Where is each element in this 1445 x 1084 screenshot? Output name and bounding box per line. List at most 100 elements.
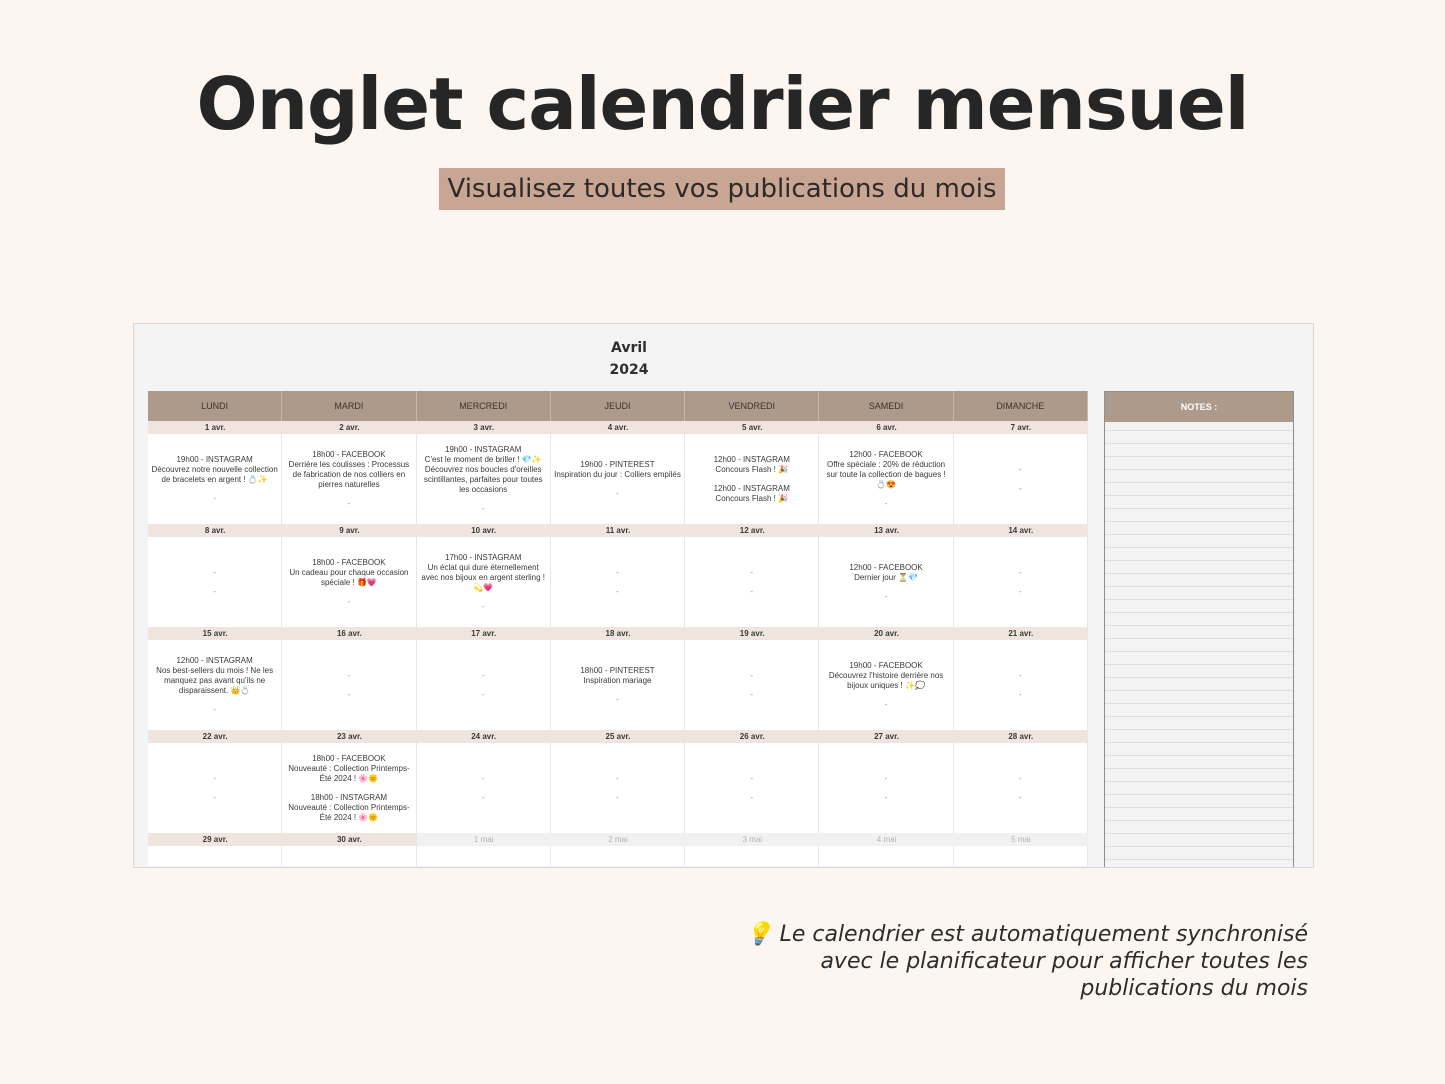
day-cell[interactable]: 19h00 - FACEBOOK Découvrez l'histoire der… bbox=[819, 640, 954, 730]
day-cell[interactable]: 19h00 - PINTEREST Inspiration du jour : C… bbox=[551, 434, 686, 524]
empty-slot: - bbox=[884, 699, 888, 709]
post-time-platform: 18h00 - INSTAGRAM bbox=[310, 792, 388, 802]
post-entry[interactable]: 19h00 - INSTAGRAM Découvrez notre nouvell… bbox=[150, 455, 279, 485]
day-date: 17 avr. bbox=[471, 629, 497, 638]
day-date: 21 avr. bbox=[1008, 629, 1034, 638]
day-cell[interactable]: 19h00 - INSTAGRAM Découvrez notre nouvell… bbox=[148, 434, 283, 524]
weekday-vendredi: VENDREDI bbox=[685, 391, 820, 421]
post-entry[interactable]: 18h00 - INSTAGRAM Nouveauté : Collection … bbox=[284, 793, 413, 823]
calendar-sheet: Avril 2024 LUNDI MARDI MERCREDI JEUDI VENDRE… bbox=[133, 323, 1314, 868]
empty-slot: - bbox=[347, 498, 351, 508]
day-date: 11 avr. bbox=[605, 526, 631, 535]
post-time-platform: 19h00 - FACEBOOK bbox=[849, 660, 923, 670]
week-row: 29 avr. 30 avr. 1 mai 2 mai 3 mai 4 mai 5 mai bbox=[148, 833, 1088, 866]
day-date: 14 avr. bbox=[1008, 526, 1034, 535]
weekday-lundi: LUNDI bbox=[148, 391, 283, 421]
empty-slot: - bbox=[884, 591, 888, 601]
day-cell[interactable] bbox=[417, 846, 551, 866]
tip-text: 💡 Le calendrier est automatiquement sync… bbox=[688, 921, 1308, 1002]
empty-slot: - bbox=[1018, 773, 1022, 783]
post-entry[interactable]: 12h00 - INSTAGRAM Concours Flash ! 🎉 bbox=[714, 455, 790, 475]
day-cell[interactable]: 18h00 - FACEBOOK Nouveauté : Collection P… bbox=[282, 743, 417, 833]
post-entry[interactable]: 18h00 - FACEBOOK Derrière les coulisses :… bbox=[284, 450, 413, 490]
day-cell[interactable]: 12h00 - FACEBOOK Offre spéciale : 20% de … bbox=[819, 434, 954, 524]
post-entry[interactable]: 12h00 - INSTAGRAM Nos best-sellers du moi… bbox=[150, 656, 279, 696]
notes-panel[interactable]: NOTES : bbox=[1104, 391, 1294, 867]
day-cell[interactable]: -- bbox=[685, 640, 820, 730]
day-cell[interactable]: 17h00 - INSTAGRAM Un éclat qui dure étern… bbox=[417, 537, 551, 627]
empty-slot: - bbox=[1018, 586, 1022, 596]
post-entry[interactable]: 12h00 - INSTAGRAM Concours Flash ! 🎉 bbox=[714, 484, 790, 504]
day-cell[interactable]: -- bbox=[685, 743, 820, 833]
post-entry[interactable]: 18h00 - FACEBOOK Un cadeau pour chaque oc… bbox=[284, 558, 413, 588]
day-cell[interactable] bbox=[685, 846, 820, 866]
day-date: 7 avr. bbox=[1010, 423, 1032, 432]
day-cell[interactable] bbox=[551, 846, 686, 866]
day-cell[interactable] bbox=[954, 846, 1088, 866]
day-date: 18 avr. bbox=[605, 629, 631, 638]
cell-row: - -18h00 - FACEBOOK Un cadeau pour chaque … bbox=[148, 537, 1088, 627]
cell-row bbox=[148, 846, 1088, 866]
day-cell[interactable]: -- bbox=[417, 743, 551, 833]
day-date: 4 mai bbox=[819, 833, 954, 846]
day-date: 20 avr. bbox=[874, 629, 899, 638]
empty-slot: - bbox=[750, 670, 754, 680]
weekday-jeudi: JEUDI bbox=[551, 391, 686, 421]
day-cell[interactable]: -- bbox=[819, 743, 954, 833]
empty-slot: - bbox=[481, 773, 485, 783]
day-cell[interactable]: -- bbox=[954, 434, 1088, 524]
post-entry[interactable]: 17h00 - INSTAGRAM Un éclat qui dure étern… bbox=[419, 553, 548, 593]
day-date: 15 avr. bbox=[202, 629, 228, 638]
post-entry[interactable]: 18h00 - FACEBOOK Nouveauté : Collection P… bbox=[284, 754, 413, 784]
day-cell[interactable] bbox=[282, 846, 417, 866]
day-cell[interactable]: -- bbox=[282, 640, 417, 730]
day-cell[interactable]: -- bbox=[551, 743, 686, 833]
empty-slot: - bbox=[616, 792, 619, 802]
day-cell[interactable]: -- bbox=[954, 640, 1088, 730]
day-cell[interactable]: 12h00 - INSTAGRAM Concours Flash ! 🎉 12h00… bbox=[685, 434, 820, 524]
year: 2024 bbox=[609, 362, 649, 378]
day-date: 4 avr. bbox=[607, 423, 629, 432]
empty-slot: - bbox=[1018, 689, 1022, 699]
post-entry[interactable]: 19h00 - INSTAGRAM C'est le moment de bril… bbox=[419, 445, 548, 495]
day-date: 12 avr. bbox=[739, 526, 765, 535]
day-cell[interactable]: -- bbox=[148, 537, 283, 627]
empty-slot: - bbox=[1018, 670, 1022, 680]
post-time-platform: 18h00 - FACEBOOK bbox=[312, 753, 386, 763]
notes-header: NOTES : bbox=[1105, 392, 1293, 422]
post-text: Concours Flash ! 🎉 bbox=[715, 493, 789, 503]
day-cell[interactable]: -- bbox=[148, 743, 283, 833]
day-cell[interactable]: 12h00 - FACEBOOK Dernier jour ⏳💎 - bbox=[819, 537, 954, 627]
day-date: 22 avr. bbox=[202, 732, 228, 741]
empty-slot: - bbox=[884, 773, 888, 783]
post-text: Un éclat qui dure éternellement avec nos… bbox=[421, 562, 546, 592]
post-entry[interactable]: 19h00 - PINTEREST Inspiration du jour : C… bbox=[554, 460, 681, 480]
day-cell[interactable]: -- bbox=[685, 537, 820, 627]
day-date: 2 avr. bbox=[339, 423, 360, 432]
post-entry[interactable]: 19h00 - FACEBOOK Découvrez l'histoire der… bbox=[821, 661, 950, 691]
day-cell[interactable]: 18h00 - FACEBOOK Un cadeau pour chaque oc… bbox=[282, 537, 417, 627]
day-date: 29 avr. bbox=[202, 835, 228, 844]
post-entry[interactable]: 12h00 - FACEBOOK Offre spéciale : 20% de … bbox=[821, 450, 950, 490]
day-date: 6 avr. bbox=[876, 423, 897, 432]
post-text: Inspiration mariage bbox=[583, 675, 652, 685]
post-entry[interactable]: 12h00 - FACEBOOK Dernier jour ⏳💎 bbox=[849, 563, 922, 583]
empty-slot: - bbox=[347, 670, 351, 680]
day-date: 5 mai bbox=[953, 833, 1088, 846]
day-cell[interactable]: 12h00 - INSTAGRAM Nos best-sellers du moi… bbox=[148, 640, 283, 730]
month-name: Avril bbox=[611, 340, 647, 356]
day-cell[interactable]: 19h00 - INSTAGRAM C'est le moment de bril… bbox=[417, 434, 551, 524]
day-cell[interactable]: -- bbox=[417, 640, 551, 730]
day-cell[interactable]: -- bbox=[551, 537, 686, 627]
day-cell[interactable] bbox=[819, 846, 954, 866]
day-date: 19 avr. bbox=[739, 629, 765, 638]
day-cell[interactable]: 18h00 - FACEBOOK Derrière les coulisses :… bbox=[282, 434, 417, 524]
day-cell[interactable]: -- bbox=[954, 743, 1088, 833]
day-cell[interactable]: -- bbox=[954, 537, 1088, 627]
day-cell[interactable] bbox=[148, 846, 283, 866]
post-entry[interactable]: 18h00 - PINTEREST Inspiration mariage bbox=[580, 666, 654, 686]
week-row: 8 avr. 9 avr. 10 avr. 11 avr. 12 avr. 13 avr.… bbox=[148, 524, 1088, 627]
day-cell[interactable]: 18h00 - PINTEREST Inspiration mariage - bbox=[551, 640, 686, 730]
week-row: 22 avr. 23 avr. 24 avr. 25 avr. 26 avr. 27 av… bbox=[148, 730, 1088, 833]
day-date: 2 mai bbox=[550, 833, 686, 846]
